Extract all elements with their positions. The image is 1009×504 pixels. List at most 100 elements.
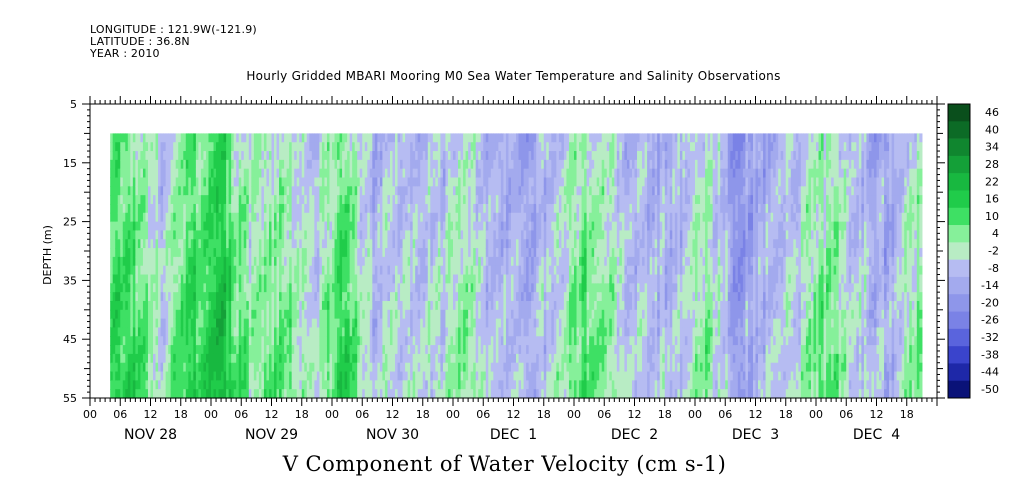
heatmap-cell	[342, 274, 346, 284]
heatmap-cell	[142, 265, 147, 276]
heatmap-cell	[347, 318, 351, 329]
heatmap-cell	[422, 168, 426, 179]
heatmap-cell	[508, 265, 512, 276]
heatmap-cell	[440, 362, 444, 373]
heatmap-cell	[513, 221, 517, 232]
heatmap-cell	[147, 318, 152, 329]
heatmap-cell	[180, 300, 184, 311]
heatmap-cell	[256, 283, 260, 293]
heatmap-cell	[500, 256, 505, 267]
heatmap-cell	[248, 256, 252, 267]
heatmap-cell	[379, 195, 384, 205]
heatmap-cell	[218, 309, 222, 320]
heatmap-cell	[480, 274, 484, 284]
heatmap-cell	[359, 133, 363, 143]
heatmap-cell	[337, 274, 341, 284]
heatmap-cell	[518, 159, 522, 170]
heatmap-cell	[379, 371, 384, 381]
heatmap-cell	[299, 371, 303, 381]
heatmap-cell	[296, 177, 300, 187]
heatmap-cell	[387, 203, 391, 214]
heatmap-cell	[147, 177, 152, 187]
heatmap-cell	[183, 371, 187, 381]
heatmap-cell	[258, 336, 263, 346]
heatmap-cell	[218, 283, 222, 293]
heatmap-cell	[500, 142, 505, 152]
heatmap-cell	[392, 159, 396, 170]
heatmap-cell	[155, 389, 159, 399]
heatmap-cell	[170, 345, 174, 355]
heatmap-cell	[372, 256, 376, 267]
heatmap-cell	[337, 345, 341, 355]
heatmap-cell	[382, 300, 386, 311]
heatmap-cell	[521, 151, 525, 161]
heatmap-cell	[163, 274, 167, 284]
heatmap-cell	[435, 274, 439, 284]
heatmap-cell	[268, 151, 273, 161]
heatmap-cell	[168, 283, 172, 293]
heatmap-cell	[261, 212, 265, 223]
heatmap-cell	[251, 177, 255, 187]
heatmap-cell	[412, 318, 416, 329]
heatmap-cell	[266, 327, 270, 337]
heatmap-cell	[226, 168, 230, 179]
heatmap-cell	[347, 353, 351, 364]
heatmap-cell	[505, 283, 510, 293]
heatmap-cell	[367, 318, 371, 329]
heatmap-cell	[470, 230, 474, 240]
heatmap-cell	[132, 186, 136, 196]
heatmap-cell	[211, 151, 215, 161]
heatmap-cell	[127, 168, 131, 179]
heatmap-cell	[437, 230, 441, 240]
heatmap-cell	[132, 318, 136, 329]
heatmap-cell	[389, 151, 394, 161]
heatmap-cell	[165, 336, 169, 346]
heatmap-cell	[410, 203, 414, 214]
heatmap-cell	[155, 248, 159, 258]
heatmap-cell	[377, 362, 381, 373]
heatmap-cell	[377, 212, 381, 223]
heatmap-cell	[395, 274, 399, 284]
heatmap-cell	[140, 292, 144, 302]
heatmap-cell	[364, 212, 368, 223]
heatmap-cell	[372, 186, 376, 196]
heatmap-cell	[357, 186, 361, 196]
heatmap-cell	[420, 159, 424, 170]
heatmap-cell	[301, 159, 305, 170]
heatmap-cell	[205, 230, 210, 240]
heatmap-cell	[347, 221, 351, 232]
heatmap-cell	[372, 371, 376, 381]
heatmap-cell	[425, 168, 429, 179]
heatmap-cell	[349, 142, 353, 152]
heatmap-cell	[473, 336, 477, 346]
heatmap-cell	[367, 380, 371, 390]
heatmap-cell	[170, 221, 174, 232]
heatmap-cell	[359, 318, 363, 329]
heatmap-cell	[465, 177, 469, 187]
heatmap-cell	[241, 221, 245, 232]
heatmap-cell	[145, 203, 149, 214]
heatmap-cell	[158, 159, 162, 170]
heatmap-cell	[397, 309, 401, 320]
heatmap-cell	[342, 221, 346, 232]
heatmap-cell	[112, 336, 116, 346]
heatmap-cell	[503, 177, 507, 187]
heatmap-cell	[188, 159, 192, 170]
heatmap-cell	[276, 159, 280, 170]
heatmap-cell	[447, 345, 452, 355]
heatmap-cell	[122, 168, 126, 179]
heatmap-cell	[183, 212, 187, 223]
heatmap-cell	[495, 195, 499, 205]
heatmap-cell	[221, 195, 225, 205]
heatmap-cell	[395, 212, 399, 223]
heatmap-cell	[508, 362, 512, 373]
heatmap-cell	[425, 353, 429, 364]
heatmap-cell	[332, 345, 336, 355]
heatmap-cell	[218, 151, 222, 161]
heatmap-cell	[389, 283, 394, 293]
heatmap-cell	[485, 142, 489, 152]
heatmap-cell	[372, 274, 376, 284]
heatmap-cell	[226, 318, 230, 329]
heatmap-cell	[256, 256, 260, 267]
heatmap-cell	[395, 309, 399, 320]
